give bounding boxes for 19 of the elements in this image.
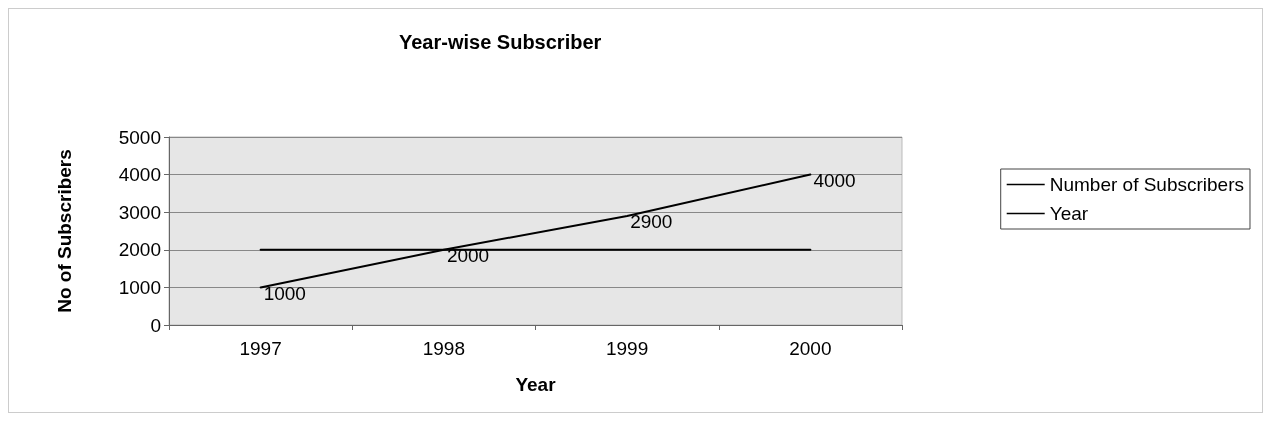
line-series [259, 173, 812, 289]
x-tick-label: 1997 [239, 338, 282, 359]
y-tick-label: 2000 [118, 239, 161, 261]
x-tick-label: 1998 [422, 338, 466, 359]
y-tick-label: 5000 [118, 126, 161, 148]
x-axis-title: Year [515, 374, 557, 395]
y-tick-label: 4000 [118, 164, 161, 186]
y-tick-label: 3000 [118, 201, 161, 223]
data-label: 2900 [630, 211, 673, 233]
data-label: 1000 [263, 282, 306, 304]
x-tick-label: 1999 [605, 338, 649, 359]
legend-label: Year [1049, 203, 1089, 224]
data-label: 4000 [813, 170, 856, 192]
chart-title: Year-wise Subscriber [399, 31, 602, 53]
x-tick-label: 2000 [789, 338, 832, 359]
y-axis-title: No of Subscribers [54, 149, 75, 313]
legend-label: Number of Subscribers [1049, 174, 1244, 195]
y-tick-label: 1000 [118, 276, 161, 298]
y-tick-label: 0 [150, 314, 161, 336]
